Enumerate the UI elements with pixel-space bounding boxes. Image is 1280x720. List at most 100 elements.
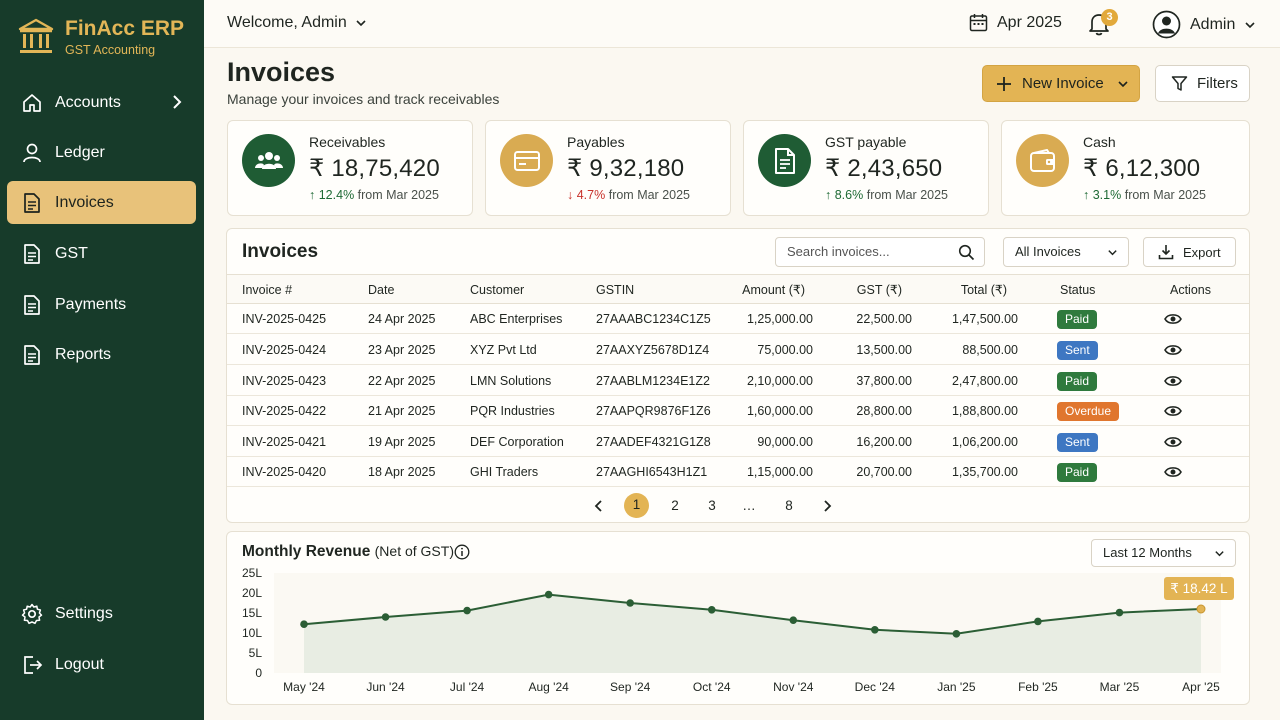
table-row[interactable]: INV-2025-0420 18 Apr 2025 GHI Traders 27… <box>227 457 1249 487</box>
invoice-customer: LMN Solutions <box>470 374 552 388</box>
top-bar: Welcome, Admin Apr 2025 3 Admin <box>204 0 1280 48</box>
status-badge: Sent <box>1057 341 1098 360</box>
kpi-card-payables[interactable]: Payables ₹ 9,32,180 ↓ 4.7% from Mar 2025 <box>485 120 731 216</box>
revenue-point[interactable] <box>1196 604 1206 614</box>
revenue-point[interactable] <box>1034 617 1042 626</box>
invoice-customer: GHI Traders <box>470 465 539 479</box>
revenue-point[interactable] <box>463 606 471 615</box>
sidebar-item-label: Ledger <box>55 143 105 161</box>
revenue-point[interactable] <box>300 620 308 628</box>
invoice-number[interactable]: INV-2025-0421 <box>242 435 327 449</box>
invoice-number[interactable]: INV-2025-0423 <box>242 374 327 388</box>
table-row[interactable]: INV-2025-0425 24 Apr 2025 ABC Enterprise… <box>227 304 1249 334</box>
sidebar-item-label: Payments <box>55 295 127 313</box>
column-header-gst[interactable]: GST (₹) <box>856 283 902 297</box>
kpi-card-receivables[interactable]: Receivables ₹ 18,75,420 ↑ 12.4% from Mar… <box>227 120 473 216</box>
column-header-status[interactable]: Status <box>1060 283 1096 297</box>
x-tick-label: Mar '25 <box>1100 680 1140 694</box>
invoice-filter-select[interactable]: All Invoices <box>1003 237 1129 267</box>
chevron-down-icon <box>356 20 366 27</box>
sidebar-item-payments[interactable]: Payments <box>7 283 196 326</box>
eye-icon[interactable] <box>1164 374 1182 388</box>
invoice-amount: 75,000.00 <box>757 343 813 357</box>
info-icon[interactable] <box>454 544 470 560</box>
page-button-1[interactable]: 1 <box>624 493 649 518</box>
revenue-callout-box <box>1164 577 1234 600</box>
eye-icon[interactable] <box>1164 312 1182 326</box>
invoice-number[interactable]: INV-2025-0424 <box>242 343 327 357</box>
column-header-total[interactable]: Total (₹) <box>960 283 1007 297</box>
brand[interactable]: FinAcc ERP GST Accounting <box>18 16 184 58</box>
revenue-point[interactable] <box>544 590 553 599</box>
filters-button[interactable]: Filters <box>1155 65 1250 102</box>
revenue-point[interactable] <box>1115 608 1124 617</box>
table-header: Invoice # Date Customer GSTIN Amount (₹)… <box>227 274 1249 304</box>
eye-icon[interactable] <box>1164 404 1182 418</box>
revenue-range-select[interactable]: Last 12 Months <box>1091 539 1236 567</box>
revenue-point[interactable] <box>626 599 634 607</box>
chevron-left-icon[interactable] <box>592 499 606 513</box>
welcome-menu[interactable]: Welcome, Admin <box>227 14 367 32</box>
invoices-panel: Invoices Search invoices... All Invoices… <box>226 228 1250 523</box>
revenue-point[interactable] <box>789 616 798 624</box>
kpi-card-gst-payable[interactable]: GST payable ₹ 2,43,650 ↑ 8.6% from Mar 2… <box>743 120 989 216</box>
chevron-down-icon <box>1118 80 1128 87</box>
eye-icon[interactable] <box>1164 435 1182 449</box>
sidebar-item-logout[interactable]: Logout <box>7 643 196 686</box>
search-icon[interactable] <box>958 244 975 261</box>
sidebar-item-reports[interactable]: Reports <box>7 333 196 376</box>
users-icon <box>242 134 295 187</box>
chevron-right-icon[interactable] <box>820 499 834 513</box>
user-menu[interactable]: Admin <box>1152 10 1256 39</box>
table-row[interactable]: INV-2025-0424 23 Apr 2025 XYZ Pvt Ltd 27… <box>227 335 1249 365</box>
table-row[interactable]: INV-2025-0423 22 Apr 2025 LMN Solutions … <box>227 366 1249 396</box>
invoice-number[interactable]: INV-2025-0422 <box>242 404 327 418</box>
revenue-point[interactable] <box>707 606 716 614</box>
invoice-date: 23 Apr 2025 <box>368 343 436 357</box>
page-button-8[interactable]: 8 <box>785 498 793 513</box>
user-icon <box>21 142 43 164</box>
new-invoice-button[interactable]: New Invoice <box>982 65 1140 102</box>
column-header-amount[interactable]: Amount (₹) <box>742 283 805 297</box>
column-header-gstin[interactable]: GSTIN <box>596 283 635 297</box>
status-badge: Sent <box>1057 433 1098 452</box>
kpi-label: Cash <box>1083 134 1116 150</box>
column-header-invoice[interactable]: Invoice # <box>242 283 293 297</box>
invoice-customer: DEF Corporation <box>470 435 564 449</box>
invoice-number[interactable]: INV-2025-0420 <box>242 465 327 479</box>
invoice-amount: 2,10,000.00 <box>746 374 813 388</box>
kpi-change-suffix: from Mar 2025 <box>1124 188 1206 202</box>
kpi-card-cash[interactable]: Cash ₹ 6,12,300 ↑ 3.1% from Mar 2025 <box>1001 120 1250 216</box>
table-row[interactable]: INV-2025-0422 21 Apr 2025 PQR Industries… <box>227 396 1249 426</box>
eye-icon[interactable] <box>1164 465 1182 479</box>
x-tick-label: Feb '25 <box>1018 680 1058 694</box>
search-input[interactable]: Search invoices... <box>775 237 985 267</box>
document-icon <box>21 243 43 265</box>
kpi-change-percent: 3.1% <box>1092 188 1122 202</box>
page-button-2[interactable]: 2 <box>671 498 679 513</box>
table-row[interactable]: INV-2025-0421 19 Apr 2025 DEF Corporatio… <box>227 427 1249 457</box>
document-icon <box>21 192 43 214</box>
eye-icon[interactable] <box>1164 343 1182 357</box>
export-button[interactable]: Export <box>1143 237 1236 267</box>
invoice-number[interactable]: INV-2025-0425 <box>242 312 327 326</box>
sidebar-item-accounts[interactable]: Accounts <box>7 81 196 124</box>
bank-icon <box>18 18 54 53</box>
sidebar-item-gst[interactable]: GST <box>7 232 196 275</box>
invoice-filter-value: All Invoices <box>1015 244 1081 259</box>
sidebar-item-invoices[interactable]: Invoices <box>7 181 196 224</box>
welcome-text: Welcome, Admin <box>227 14 347 31</box>
column-header-customer[interactable]: Customer <box>470 283 525 297</box>
revenue-point[interactable] <box>952 630 961 638</box>
revenue-point[interactable] <box>871 626 879 634</box>
period-selector[interactable]: Apr 2025 <box>969 13 1062 32</box>
sidebar-item-settings[interactable]: Settings <box>7 592 196 635</box>
column-header-date[interactable]: Date <box>368 283 395 297</box>
invoice-gst: 13,500.00 <box>856 343 912 357</box>
revenue-point[interactable] <box>381 613 390 621</box>
sidebar-item-ledger[interactable]: Ledger <box>7 131 196 174</box>
invoice-date: 18 Apr 2025 <box>368 465 436 479</box>
kpi-change-suffix: from Mar 2025 <box>357 188 439 202</box>
sidebar: FinAcc ERP GST Accounting Accounts Ledge… <box>0 0 204 720</box>
page-button-3[interactable]: 3 <box>708 498 716 513</box>
